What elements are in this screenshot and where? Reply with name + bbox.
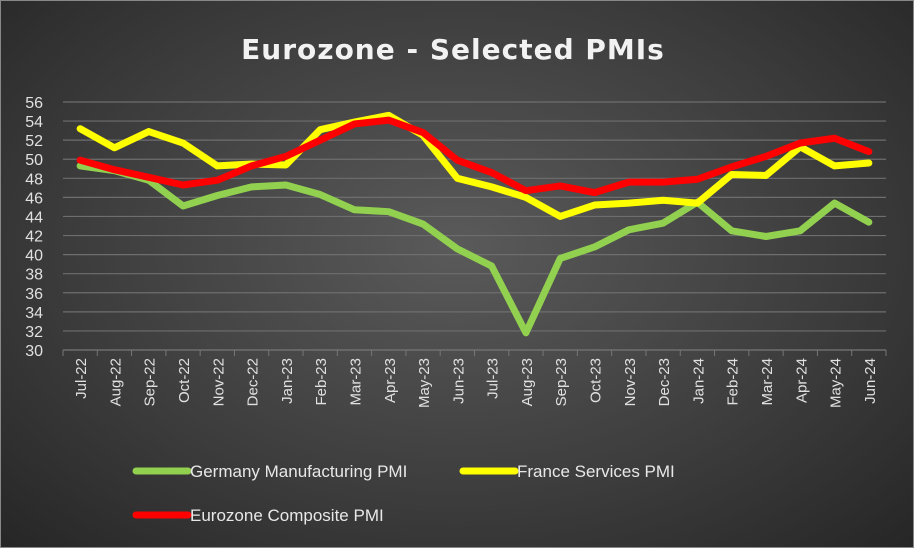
x-tick-label: May-23 — [416, 358, 433, 408]
x-tick-label: Mar-24 — [759, 358, 776, 406]
y-tick-label: 56 — [25, 95, 43, 112]
y-tick-label: 36 — [25, 286, 43, 303]
x-tick-label: Apr-24 — [793, 358, 810, 403]
chart-title: Eurozone - Selected PMIs — [241, 33, 665, 66]
y-tick-label: 34 — [25, 305, 43, 322]
x-tick-label: Jan-24 — [690, 358, 707, 404]
legend-label: Eurozone Composite PMI — [190, 506, 384, 525]
x-tick-label: Feb-24 — [725, 358, 742, 406]
y-tick-label: 42 — [25, 229, 43, 246]
y-tick-label: 46 — [25, 190, 43, 207]
legend-label: Germany Manufacturing PMI — [190, 462, 407, 481]
series-line-0 — [80, 166, 869, 333]
x-tick-label: Oct-22 — [176, 358, 193, 403]
y-tick-label: 54 — [25, 114, 43, 131]
y-tick-label: 38 — [25, 267, 43, 284]
x-tick-label: Aug-22 — [107, 358, 124, 406]
y-tick-label: 44 — [25, 209, 43, 226]
y-tick-label: 40 — [25, 248, 43, 265]
x-tick-label: Jun-24 — [862, 358, 879, 404]
x-tick-label: Oct-23 — [588, 358, 605, 403]
y-tick-label: 52 — [25, 133, 43, 150]
x-tick-label: Sep-23 — [553, 358, 570, 406]
x-tick-label: Jul-23 — [485, 358, 502, 399]
x-tick-label: Dec-23 — [656, 358, 673, 406]
y-tick-label: 32 — [25, 324, 43, 341]
y-tick-label: 50 — [25, 152, 43, 169]
x-tick-label: Sep-22 — [142, 358, 159, 406]
x-tick-label: Aug-23 — [519, 358, 536, 406]
legend-label: France Services PMI — [517, 462, 675, 481]
x-tick-label: Apr-23 — [382, 358, 399, 403]
x-tick-label: Mar-23 — [347, 358, 364, 406]
x-tick-label: May-24 — [828, 358, 845, 408]
y-tick-label: 48 — [25, 171, 43, 188]
x-tick-label: Nov-23 — [622, 358, 639, 406]
x-tick-label: Jun-23 — [450, 358, 467, 404]
x-tick-label: Jan-23 — [279, 358, 296, 404]
y-tick-label: 30 — [25, 343, 43, 360]
x-tick-label: Feb-23 — [313, 358, 330, 406]
x-tick-label: Nov-22 — [210, 358, 227, 406]
x-tick-label: Jul-22 — [73, 358, 90, 399]
x-tick-label: Dec-22 — [245, 358, 262, 406]
